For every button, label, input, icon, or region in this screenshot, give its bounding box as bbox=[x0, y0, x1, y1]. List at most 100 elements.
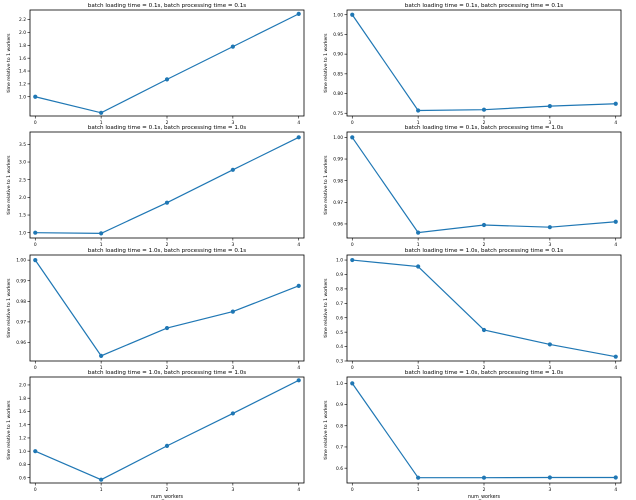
plot-frame bbox=[346, 376, 622, 484]
x-tick-label: 1 bbox=[100, 242, 103, 248]
y-tick-label: 0.6 bbox=[336, 315, 343, 321]
data-point bbox=[296, 135, 301, 140]
data-point bbox=[416, 230, 421, 235]
y-tick-label: 1.8 bbox=[19, 396, 26, 402]
plot-frame bbox=[29, 254, 305, 362]
x-tick-label: 4 bbox=[297, 242, 300, 248]
y-tick-label: 0.3 bbox=[336, 359, 343, 365]
panel-5: batch loading time = 1.0s, batch process… bbox=[6, 248, 305, 371]
plot-frame bbox=[346, 131, 622, 239]
x-tick-label: 0 bbox=[34, 242, 37, 248]
data-point bbox=[613, 219, 618, 224]
x-tick-label: 0 bbox=[34, 365, 37, 371]
y-tick-label: 2.0 bbox=[19, 383, 26, 389]
data-point bbox=[547, 342, 552, 347]
y-tick-label: 0.95 bbox=[333, 32, 343, 38]
x-tick-label: 4 bbox=[614, 120, 617, 126]
x-axis-label: num_workers bbox=[151, 494, 184, 500]
y-tick-label: 1.8 bbox=[19, 43, 26, 49]
x-tick-label: 2 bbox=[166, 365, 169, 371]
x-tick-label: 0 bbox=[351, 242, 354, 248]
y-axis-label: time relative to 1 workers bbox=[6, 278, 12, 338]
y-tick-label: 1.5 bbox=[19, 213, 26, 219]
panel-title: batch loading time = 1.0s, batch process… bbox=[88, 248, 246, 254]
y-tick-label: 0.99 bbox=[16, 278, 26, 284]
data-point bbox=[296, 11, 301, 16]
y-axis-label: time relative to 1 workers bbox=[6, 33, 12, 93]
y-tick-label: 2.0 bbox=[19, 195, 26, 201]
y-tick-label: 1.6 bbox=[19, 56, 26, 62]
data-point bbox=[481, 475, 487, 480]
y-tick-label: 0.99 bbox=[333, 157, 343, 163]
data-point bbox=[99, 231, 104, 236]
x-tick-label: 1 bbox=[417, 242, 420, 248]
y-tick-label: 0.6 bbox=[19, 475, 26, 481]
x-tick-label: 2 bbox=[483, 242, 486, 248]
x-tick-label: 4 bbox=[614, 487, 617, 493]
x-tick-label: 4 bbox=[297, 487, 300, 493]
y-tick-label: 2.0 bbox=[19, 30, 26, 36]
y-tick-label: 3.0 bbox=[19, 160, 26, 166]
x-tick-label: 2 bbox=[166, 242, 169, 248]
plot-frame bbox=[346, 9, 622, 117]
y-axis-label: time relative to 1 workers bbox=[6, 400, 12, 460]
panel-3: batch loading time = 0.1s, batch process… bbox=[6, 125, 305, 248]
x-tick-label: 2 bbox=[483, 487, 486, 493]
x-tick-label: 0 bbox=[351, 365, 354, 371]
data-point bbox=[481, 222, 487, 228]
x-tick-label: 4 bbox=[614, 365, 617, 371]
data-point bbox=[99, 477, 104, 482]
y-tick-label: 0.9 bbox=[336, 272, 343, 278]
panel-title: batch loading time = 1.0s, batch process… bbox=[405, 248, 563, 254]
x-tick-label: 1 bbox=[417, 365, 420, 371]
data-point bbox=[33, 449, 38, 454]
y-tick-label: 0.75 bbox=[333, 111, 343, 117]
y-axis-label: time relative to 1 workers bbox=[323, 278, 329, 338]
panel-title: batch loading time = 0.1s, batch process… bbox=[88, 125, 246, 131]
x-tick-label: 4 bbox=[297, 365, 300, 371]
y-tick-label: 1.2 bbox=[19, 81, 26, 87]
panel-title: batch loading time = 1.0s, batch process… bbox=[88, 370, 246, 376]
x-tick-label: 0 bbox=[351, 487, 354, 493]
data-point bbox=[33, 94, 38, 99]
y-tick-label: 1.4 bbox=[19, 69, 26, 75]
data-point bbox=[99, 110, 104, 115]
data-point bbox=[350, 12, 355, 17]
panel-title: batch loading time = 0.1s, batch process… bbox=[88, 3, 246, 9]
x-tick-label: 1 bbox=[100, 365, 103, 371]
data-point bbox=[164, 200, 170, 205]
plot-frame bbox=[29, 131, 305, 239]
y-tick-label: 0.85 bbox=[333, 71, 343, 77]
data-point bbox=[547, 475, 552, 480]
y-tick-label: 0.98 bbox=[333, 178, 343, 184]
y-tick-label: 1.0 bbox=[19, 94, 26, 100]
y-tick-label: 0.96 bbox=[16, 340, 26, 346]
x-tick-label: 3 bbox=[231, 242, 234, 248]
x-tick-label: 2 bbox=[166, 487, 169, 493]
data-point bbox=[230, 309, 235, 314]
x-tick-label: 2 bbox=[483, 365, 486, 371]
y-tick-label: 0.8 bbox=[336, 286, 343, 292]
x-tick-label: 0 bbox=[351, 120, 354, 126]
y-tick-label: 1.4 bbox=[19, 422, 26, 428]
y-tick-label: 2.5 bbox=[19, 177, 26, 183]
y-axis-label: time relative to 1 workers bbox=[323, 155, 329, 215]
y-tick-label: 3.5 bbox=[19, 142, 26, 148]
panel-2: batch loading time = 0.1s, batch process… bbox=[323, 3, 622, 126]
data-point bbox=[164, 325, 170, 331]
x-tick-label: 2 bbox=[166, 120, 169, 126]
y-tick-label: 1.6 bbox=[19, 409, 26, 415]
data-point bbox=[416, 108, 421, 113]
y-tick-label: 1.00 bbox=[333, 135, 343, 141]
data-point bbox=[547, 225, 552, 230]
y-tick-label: 0.6 bbox=[336, 466, 343, 472]
x-tick-label: 3 bbox=[231, 365, 234, 371]
data-point bbox=[296, 283, 301, 288]
x-tick-label: 1 bbox=[417, 120, 420, 126]
data-point bbox=[613, 101, 618, 106]
panel-title: batch loading time = 1.0s, batch process… bbox=[405, 370, 563, 376]
x-tick-label: 1 bbox=[100, 120, 103, 126]
data-point bbox=[33, 230, 38, 235]
y-tick-label: 0.8 bbox=[19, 462, 26, 468]
